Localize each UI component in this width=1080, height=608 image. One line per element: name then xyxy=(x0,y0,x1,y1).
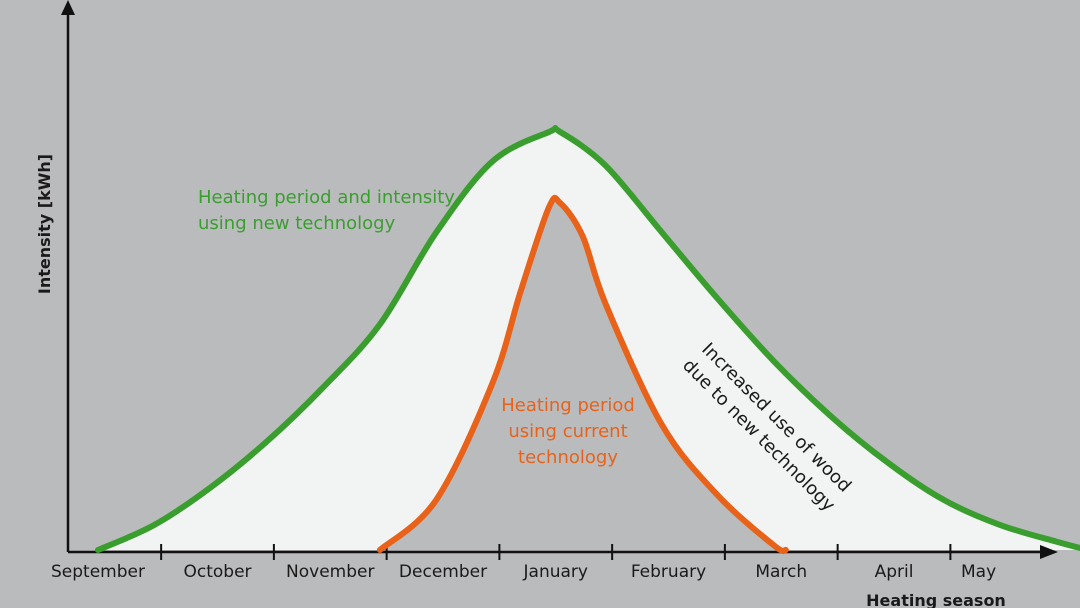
x-axis-arrow xyxy=(1040,545,1058,559)
annotation-new-technology: Heating period and intensity using new t… xyxy=(198,187,455,234)
x-tick-labels: September October November December January F… xyxy=(51,562,996,582)
x-ticks xyxy=(160,544,952,560)
series-line-new-technology xyxy=(95,125,1080,553)
x-tick-label-november: November xyxy=(286,562,374,582)
x-axis-title: Heating season xyxy=(866,591,1006,608)
annotation-new-line-2: using new technology xyxy=(198,213,396,234)
y-axis-title: Intensity [kWh] xyxy=(35,154,54,294)
current-technology-area xyxy=(379,197,786,552)
x-tick-label-march: March xyxy=(755,562,807,582)
annotation-current-line-2: using current xyxy=(508,421,627,442)
y-axis-arrow xyxy=(61,0,75,15)
x-tick-label-april: April xyxy=(875,562,914,582)
annotation-current-line-3: technology xyxy=(518,447,618,468)
x-tick-label-october: October xyxy=(183,562,251,582)
x-tick-label-may: May xyxy=(961,562,996,582)
x-tick-label-december: December xyxy=(399,562,487,582)
annotation-new-line-1: Heating period and intensity xyxy=(198,187,455,208)
x-tick-label-september: September xyxy=(51,562,145,582)
x-tick-label-february: February xyxy=(631,562,706,582)
x-tick-label-january: January xyxy=(523,562,588,582)
annotation-current-line-1: Heating period xyxy=(501,395,635,416)
annotation-current-technology: Heating period using current technology xyxy=(501,395,635,468)
series-line-current-technology xyxy=(376,194,789,555)
